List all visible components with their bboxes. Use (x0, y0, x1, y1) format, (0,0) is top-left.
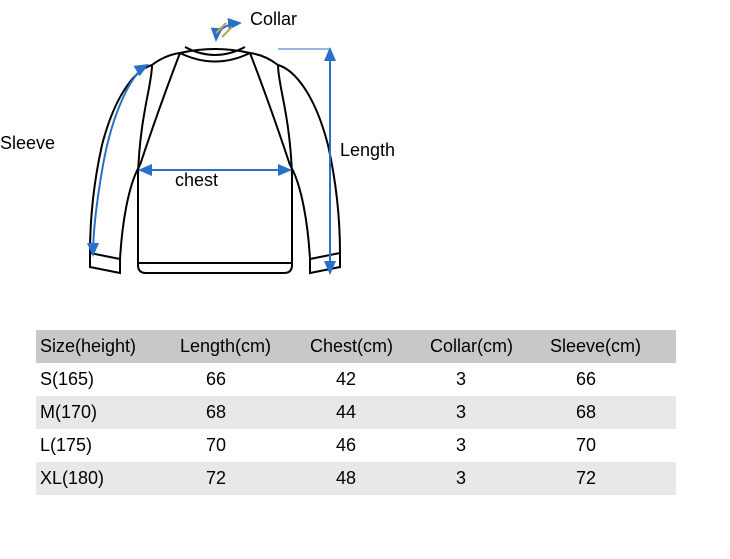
collar-arrow (216, 23, 240, 40)
size-table: Size(height) Length(cm) Chest(cm) Collar… (36, 330, 676, 495)
cell-sleeve: 68 (546, 396, 676, 429)
page: Collar Sleeve chest Length Size(height) … (0, 0, 730, 559)
cell-sleeve: 70 (546, 429, 676, 462)
shirt-diagram: Collar Sleeve chest Length (40, 15, 400, 305)
cell-length: 72 (176, 462, 306, 495)
col-collar: Collar(cm) (426, 330, 546, 363)
sleeve-label: Sleeve (0, 133, 55, 154)
length-label: Length (340, 140, 395, 161)
cell-sleeve: 66 (546, 363, 676, 396)
shirt-outline (90, 47, 340, 273)
cell-collar: 3 (426, 363, 546, 396)
table-row: S(165) 66 42 3 66 (36, 363, 676, 396)
cell-chest: 44 (306, 396, 426, 429)
cell-length: 70 (176, 429, 306, 462)
collar-label: Collar (250, 9, 297, 30)
cell-collar: 3 (426, 396, 546, 429)
cell-length: 66 (176, 363, 306, 396)
size-table-wrap: Size(height) Length(cm) Chest(cm) Collar… (36, 330, 676, 495)
table-row: M(170) 68 44 3 68 (36, 396, 676, 429)
cell-collar: 3 (426, 462, 546, 495)
table-header-row: Size(height) Length(cm) Chest(cm) Collar… (36, 330, 676, 363)
col-chest: Chest(cm) (306, 330, 426, 363)
cell-length: 68 (176, 396, 306, 429)
cell-chest: 42 (306, 363, 426, 396)
cell-size: M(170) (36, 396, 176, 429)
length-arrow (278, 49, 330, 273)
cell-collar: 3 (426, 429, 546, 462)
col-length: Length(cm) (176, 330, 306, 363)
col-sleeve: Sleeve(cm) (546, 330, 676, 363)
col-size: Size(height) (36, 330, 176, 363)
table-row: L(175) 70 46 3 70 (36, 429, 676, 462)
cell-size: S(165) (36, 363, 176, 396)
cell-size: L(175) (36, 429, 176, 462)
chest-label: chest (175, 170, 218, 191)
cell-sleeve: 72 (546, 462, 676, 495)
cell-chest: 48 (306, 462, 426, 495)
cell-chest: 46 (306, 429, 426, 462)
table-row: XL(180) 72 48 3 72 (36, 462, 676, 495)
cell-size: XL(180) (36, 462, 176, 495)
